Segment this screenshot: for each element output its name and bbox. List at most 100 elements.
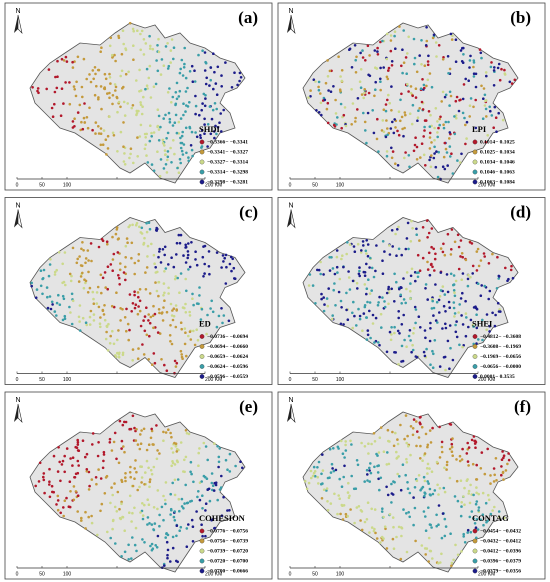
sample-dot [312, 78, 316, 81]
sample-dot [56, 470, 60, 473]
scale-label: 0 [16, 571, 19, 577]
sample-dot [358, 314, 362, 318]
sample-dot [311, 284, 315, 287]
sample-dot [442, 155, 446, 159]
sample-dot [414, 87, 418, 90]
sample-dot [211, 484, 215, 487]
sample-dot [343, 456, 346, 459]
sample-dot [326, 59, 329, 62]
sample-dot [183, 502, 186, 505]
sample-dot [161, 138, 165, 142]
sample-dot [180, 141, 184, 145]
scale-label: 200 KM [478, 571, 495, 577]
sample-dot [385, 57, 389, 61]
sample-dot [218, 488, 222, 491]
sample-dot [115, 355, 118, 359]
sample-dot [342, 475, 345, 479]
sample-dot [369, 462, 372, 465]
sample-dot [77, 449, 81, 452]
sample-dot [184, 76, 188, 80]
sample-dot [79, 128, 82, 132]
sample-dot [327, 287, 330, 290]
sample-dot [459, 479, 463, 482]
sample-dot [228, 509, 231, 512]
sample-dot [159, 73, 163, 76]
sample-dot [370, 442, 373, 446]
sample-dot [62, 514, 65, 518]
sample-dot [396, 442, 400, 446]
scale-label: 50 [39, 377, 45, 383]
sample-dot [430, 154, 433, 157]
sample-dot [117, 461, 121, 465]
sample-dot [457, 311, 460, 314]
sample-dot [53, 273, 57, 276]
sample-dot [124, 256, 127, 259]
sample-dot [98, 322, 102, 325]
sample-dot [479, 518, 482, 521]
sample-dot [77, 464, 80, 467]
sample-dot [65, 496, 68, 500]
sample-dot [215, 107, 218, 111]
sample-dot [395, 535, 398, 539]
sample-dot [340, 439, 343, 443]
sample-dot [363, 283, 367, 286]
sample-dot [315, 109, 318, 112]
sample-dot [147, 221, 151, 224]
sample-dot [201, 494, 204, 497]
sample-dot [202, 441, 206, 445]
sample-dot [371, 313, 375, 317]
sample-dot [136, 488, 139, 492]
sample-dot [132, 44, 135, 47]
sample-dot [224, 458, 228, 462]
sample-dot [114, 85, 118, 89]
sample-dot [76, 459, 80, 463]
sample-dot [111, 235, 114, 239]
sample-dot [410, 350, 413, 354]
sample-dot [450, 564, 453, 567]
sample-dot [400, 534, 403, 538]
north-arrow [287, 209, 291, 228]
sample-dot [405, 512, 408, 515]
sample-dot [101, 466, 105, 470]
sample-dot [491, 252, 494, 256]
legend-title: ED [199, 318, 211, 328]
scale-label: 100 [63, 571, 72, 577]
sample-dot [467, 79, 470, 82]
sample-dot [483, 472, 487, 476]
sample-dot [159, 125, 162, 129]
sample-dot [205, 76, 208, 80]
sample-dot [458, 459, 462, 463]
sample-dot [214, 481, 218, 484]
sample-dot [456, 233, 460, 237]
sample-dot [216, 65, 220, 69]
sample-dot [88, 286, 92, 290]
sample-dot [396, 228, 399, 231]
sample-dot [95, 482, 98, 486]
sample-dot [140, 476, 144, 479]
legend-swatch [472, 548, 478, 554]
sample-dot [139, 511, 142, 514]
sample-dot [157, 128, 161, 131]
sample-dot [438, 425, 441, 429]
sample-dot [395, 280, 398, 284]
sample-dot [374, 316, 378, 320]
sample-dot [141, 517, 145, 521]
sample-dot [185, 545, 189, 548]
sample-dot [174, 275, 177, 278]
sample-dot [388, 244, 391, 247]
sample-dot [356, 242, 360, 246]
sample-dot [484, 501, 488, 505]
sample-dot [411, 427, 415, 430]
sample-dot [400, 302, 403, 305]
north-label: N [288, 8, 293, 15]
sample-dot [503, 73, 507, 76]
sample-dot [472, 435, 476, 438]
sample-dot [331, 467, 334, 470]
sample-dot [392, 444, 396, 448]
sample-dot [397, 225, 400, 229]
sample-dot [450, 561, 454, 565]
sample-dot [375, 537, 379, 540]
sample-dot [203, 262, 206, 266]
sample-dot [72, 485, 76, 488]
sample-dot [220, 307, 223, 310]
